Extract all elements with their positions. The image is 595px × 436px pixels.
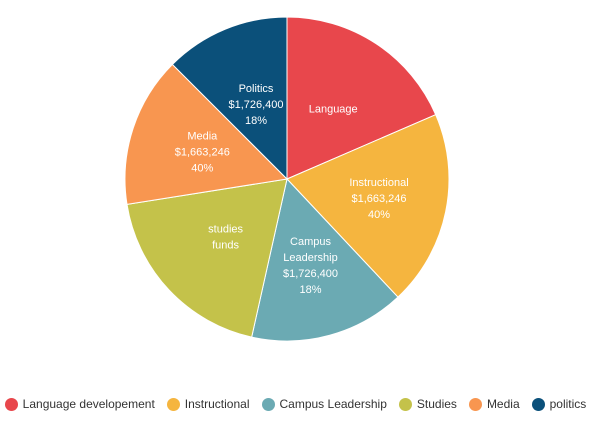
legend-marker-icon	[531, 397, 545, 411]
legend-item[interactable]: Instructional	[166, 397, 250, 411]
legend-item[interactable]: Studies	[398, 397, 457, 411]
pie-slice-politics[interactable]	[171, 16, 288, 181]
legend-item[interactable]: Campus Leadership	[261, 397, 387, 411]
legend-label: Media	[486, 397, 520, 411]
slice-data-label: studies funds	[208, 224, 243, 252]
legend-label: Studies	[416, 397, 457, 411]
legend-marker-icon	[4, 397, 18, 411]
legend-marker-icon	[166, 397, 180, 411]
slice-data-label: Instructional $1,663,246 40%	[349, 177, 408, 221]
chart-legend: Language developement Instructional Campus…	[0, 394, 595, 414]
pie-slice-language-developement[interactable]	[286, 16, 437, 180]
slice-data-label: Language	[309, 104, 358, 116]
slice-data-label: Campus Leadership $1,726,400 18%	[283, 236, 338, 296]
pie-slice-media[interactable]	[124, 63, 289, 205]
legend-label: politics	[549, 397, 587, 411]
pie-slice-campus-leadership[interactable]	[251, 177, 399, 342]
legend-item[interactable]: Language developement	[4, 397, 155, 411]
legend-item[interactable]: politics	[531, 397, 587, 411]
legend-label: Instructional	[184, 397, 250, 411]
legend-label: Campus Leadership	[279, 397, 387, 411]
legend-item[interactable]: Media	[468, 397, 520, 411]
slice-data-label: Politics $1,726,400 18%	[228, 83, 283, 127]
pie-slice-instructional[interactable]	[286, 114, 450, 298]
pie-chart: Language Instructional $1,663,246 40%Campus…	[124, 16, 450, 342]
legend-label: Language developement	[22, 397, 155, 411]
legend-marker-icon	[398, 397, 412, 411]
slice-data-label: Media $1,663,246 40%	[175, 131, 230, 175]
legend-marker-icon	[261, 397, 275, 411]
legend-marker-icon	[468, 397, 482, 411]
pie-slice-studies[interactable]	[126, 178, 288, 338]
